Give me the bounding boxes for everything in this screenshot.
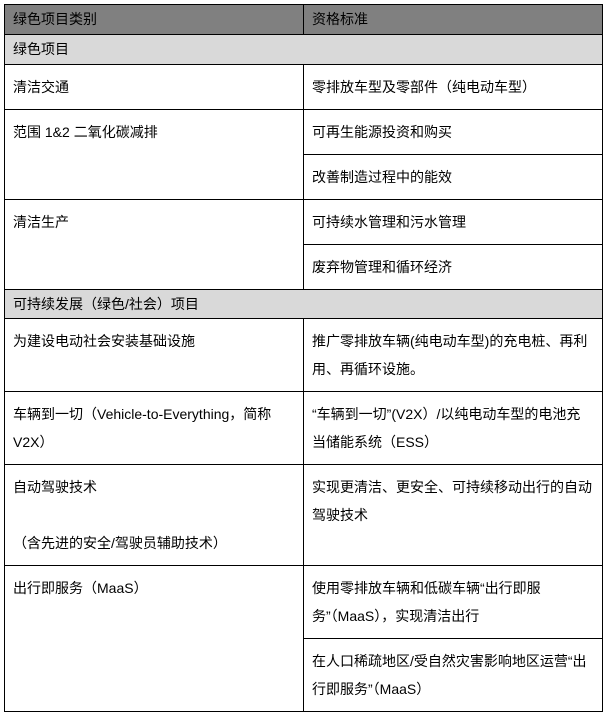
category-cell: 车辆到一切（Vehicle-to-Everything，简称 V2X） bbox=[5, 392, 304, 465]
table-row: 为建设电动社会安装基础设施推广零排放车辆(纯电动车型)的充电桩、再利用、再循环设… bbox=[5, 319, 603, 392]
table-row: 范围 1&2 二氧化碳减排可再生能源投资和购买 bbox=[5, 109, 603, 154]
criteria-cell: 实现更清洁、更安全、可持续移动出行的自动驾驶技术 bbox=[304, 465, 603, 566]
table-header-row: 绿色项目类别 资格标准 bbox=[5, 5, 603, 35]
category-cell: 自动驾驶技术（含先进的安全/驾驶员辅助技术） bbox=[5, 465, 304, 566]
criteria-cell: 使用零排放车辆和低碳车辆“出行即服务”（MaaS），实现清洁出行 bbox=[304, 566, 603, 639]
criteria-cell: 零排放车型及零部件（纯电动车型） bbox=[304, 64, 603, 109]
table-body: 绿色项目清洁交通零排放车型及零部件（纯电动车型）范围 1&2 二氧化碳减排可再生… bbox=[5, 34, 603, 712]
criteria-cell: 推广零排放车辆(纯电动车型)的充电桩、再利用、再循环设施。 bbox=[304, 319, 603, 392]
criteria-cell: 改善制造过程中的能效 bbox=[304, 154, 603, 199]
table-row: 车辆到一切（Vehicle-to-Everything，简称 V2X）“车辆到一… bbox=[5, 392, 603, 465]
criteria-cell: “车辆到一切”(V2X）/以纯电动车型的电池充当储能系统（ESS） bbox=[304, 392, 603, 465]
criteria-cell: 可持续水管理和污水管理 bbox=[304, 199, 603, 244]
category-cell: 范围 1&2 二氧化碳减排 bbox=[5, 109, 304, 199]
section-header-row: 绿色项目 bbox=[5, 34, 603, 64]
criteria-cell: 在人口稀疏地区/受自然灾害影响地区运营“出行即服务”（MaaS） bbox=[304, 639, 603, 712]
table-row: 自动驾驶技术（含先进的安全/驾驶员辅助技术）实现更清洁、更安全、可持续移动出行的… bbox=[5, 465, 603, 566]
section-title: 可持续发展（绿色/社会）项目 bbox=[5, 289, 603, 319]
section-title: 绿色项目 bbox=[5, 34, 603, 64]
header-col2: 资格标准 bbox=[304, 5, 603, 35]
table-row: 清洁生产可持续水管理和污水管理 bbox=[5, 199, 603, 244]
table-row: 出行即服务（MaaS）使用零排放车辆和低碳车辆“出行即服务”（MaaS），实现清… bbox=[5, 566, 603, 639]
category-cell: 清洁生产 bbox=[5, 199, 304, 289]
section-header-row: 可持续发展（绿色/社会）项目 bbox=[5, 289, 603, 319]
criteria-cell: 废弃物管理和循环经济 bbox=[304, 244, 603, 289]
category-cell: 出行即服务（MaaS） bbox=[5, 566, 304, 712]
category-cell: 为建设电动社会安装基础设施 bbox=[5, 319, 304, 392]
table-row: 清洁交通零排放车型及零部件（纯电动车型） bbox=[5, 64, 603, 109]
header-col1: 绿色项目类别 bbox=[5, 5, 304, 35]
category-cell: 清洁交通 bbox=[5, 64, 304, 109]
categories-table: 绿色项目类别 资格标准 绿色项目清洁交通零排放车型及零部件（纯电动车型）范围 1… bbox=[4, 4, 603, 712]
criteria-cell: 可再生能源投资和购买 bbox=[304, 109, 603, 154]
